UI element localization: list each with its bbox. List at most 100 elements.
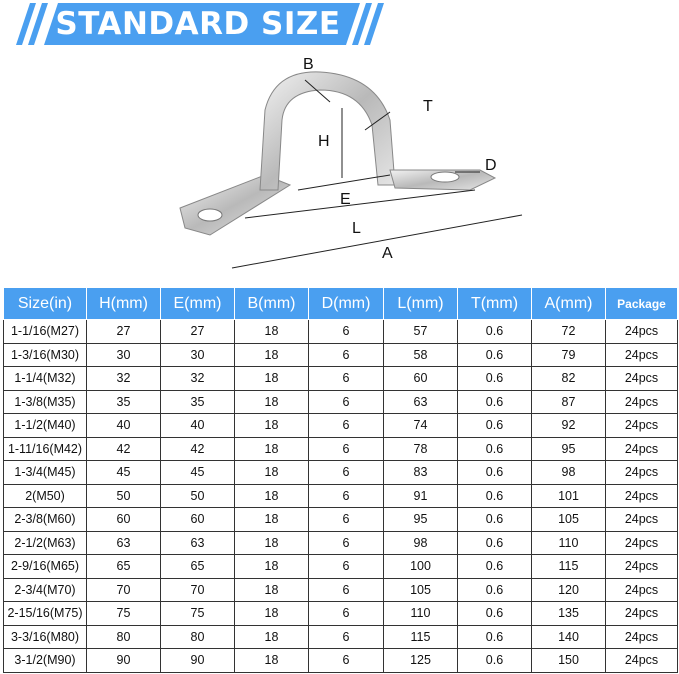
table-cell: 24pcs	[605, 460, 678, 485]
table-cell: 98	[531, 460, 606, 485]
table-cell: 27	[160, 319, 235, 344]
table-cell: 24pcs	[605, 483, 678, 508]
table-cell: 63	[383, 389, 458, 414]
table-cell: 0.6	[457, 342, 532, 367]
table-cell: 0.6	[457, 530, 532, 555]
table-cell: 63	[160, 530, 235, 555]
table-cell: 6	[308, 436, 384, 461]
table-cell: 65	[160, 554, 235, 579]
table-cell: 18	[234, 601, 309, 626]
table-cell: 0.6	[457, 389, 532, 414]
table-cell: 35	[160, 389, 235, 414]
column-header: Size(in)	[3, 287, 87, 320]
table-cell: 1-1/2(M40)	[3, 413, 87, 438]
table-cell: 18	[234, 389, 309, 414]
table-row: 1-3/8(M35) 35 35 18 6 63 0.6 87 24pcs	[3, 389, 678, 414]
table-cell: 24pcs	[605, 436, 678, 461]
table-cell: 6	[308, 554, 384, 579]
table-cell: 50	[86, 483, 161, 508]
table-cell: 150	[531, 648, 606, 673]
table-cell: 6	[308, 342, 384, 367]
table-cell: 140	[531, 624, 606, 649]
column-header: Package	[605, 287, 678, 320]
table-cell: 18	[234, 577, 309, 602]
table-cell: 6	[308, 577, 384, 602]
table-cell: 2-15/16(M75)	[3, 601, 87, 626]
table-cell: 91	[383, 483, 458, 508]
table-cell: 2-3/4(M70)	[3, 577, 87, 602]
table-cell: 45	[160, 460, 235, 485]
table-cell: 98	[383, 530, 458, 555]
banner-background	[16, 3, 384, 45]
table-cell: 75	[160, 601, 235, 626]
table-cell: 0.6	[457, 507, 532, 532]
table-cell: 42	[160, 436, 235, 461]
table-cell: 87	[531, 389, 606, 414]
table-cell: 18	[234, 342, 309, 367]
table-cell: 30	[160, 342, 235, 367]
banner-title: STANDARD SIZE	[55, 6, 341, 42]
label-t: T	[423, 98, 433, 115]
table-cell: 18	[234, 648, 309, 673]
table-cell: 42	[86, 436, 161, 461]
table-cell: 80	[86, 624, 161, 649]
table-cell: 110	[531, 530, 606, 555]
table-header-row: Size(in) H(mm) E(mm) B(mm) D(mm) L(mm) T(mm) A(…	[3, 287, 678, 320]
table-cell: 35	[86, 389, 161, 414]
table-cell: 18	[234, 624, 309, 649]
table-cell: 2-1/2(M63)	[3, 530, 87, 555]
table-cell: 95	[531, 436, 606, 461]
table-cell: 105	[383, 577, 458, 602]
table-cell: 27	[86, 319, 161, 344]
table-cell: 6	[308, 483, 384, 508]
table-cell: 32	[160, 366, 235, 391]
table-row: 2-9/16(M65) 65 65 18 6 100 0.6 115 24pcs	[3, 554, 678, 579]
table-row: 1-1/4(M32) 32 32 18 6 60 0.6 82 24pcs	[3, 366, 678, 391]
table-cell: 24pcs	[605, 342, 678, 367]
table-cell: 0.6	[457, 436, 532, 461]
table-row: 3-3/16(M80) 80 80 18 6 115 0.6 140 24pcs	[3, 624, 678, 649]
table-cell: 6	[308, 530, 384, 555]
table-row: 2-3/8(M60) 60 60 18 6 95 0.6 105 24pcs	[3, 507, 678, 532]
table-cell: 18	[234, 460, 309, 485]
table-cell: 24pcs	[605, 530, 678, 555]
table-cell: 90	[160, 648, 235, 673]
table-cell: 24pcs	[605, 507, 678, 532]
table-cell: 45	[86, 460, 161, 485]
table-cell: 6	[308, 389, 384, 414]
table-cell: 24pcs	[605, 601, 678, 626]
size-table: Size(in) H(mm) E(mm) B(mm) D(mm) L(mm) T(mm) A(…	[3, 287, 678, 673]
table-cell: 6	[308, 601, 384, 626]
table-cell: 18	[234, 319, 309, 344]
table-row: 2-1/2(M63) 63 63 18 6 98 0.6 110 24pcs	[3, 530, 678, 555]
column-header: D(mm)	[308, 287, 384, 320]
table-cell: 24pcs	[605, 389, 678, 414]
column-header: B(mm)	[234, 287, 309, 320]
table-cell: 3-1/2(M90)	[3, 648, 87, 673]
pipe-clamp-diagram: B T H D E L A	[150, 50, 550, 280]
table-cell: 0.6	[457, 460, 532, 485]
table-cell: 24pcs	[605, 624, 678, 649]
table-cell: 60	[383, 366, 458, 391]
table-cell: 24pcs	[605, 577, 678, 602]
table-row: 1-3/16(M30) 30 30 18 6 58 0.6 79 24pcs	[3, 342, 678, 367]
table-cell: 120	[531, 577, 606, 602]
table-cell: 80	[160, 624, 235, 649]
table-cell: 0.6	[457, 319, 532, 344]
column-header: A(mm)	[531, 287, 606, 320]
table-row: 1-1/2(M40) 40 40 18 6 74 0.6 92 24pcs	[3, 413, 678, 438]
table-row: 1-11/16(M42) 42 42 18 6 78 0.6 95 24pcs	[3, 436, 678, 461]
table-cell: 40	[86, 413, 161, 438]
table-cell: 2-9/16(M65)	[3, 554, 87, 579]
column-header: H(mm)	[86, 287, 161, 320]
table-cell: 115	[383, 624, 458, 649]
table-cell: 75	[86, 601, 161, 626]
table-cell: 58	[383, 342, 458, 367]
table-cell: 135	[531, 601, 606, 626]
table-cell: 0.6	[457, 577, 532, 602]
table-cell: 18	[234, 366, 309, 391]
table-cell: 1-3/4(M45)	[3, 460, 87, 485]
table-cell: 50	[160, 483, 235, 508]
table-row: 2-15/16(M75) 75 75 18 6 110 0.6 135 24pcs	[3, 601, 678, 626]
column-header: T(mm)	[457, 287, 532, 320]
